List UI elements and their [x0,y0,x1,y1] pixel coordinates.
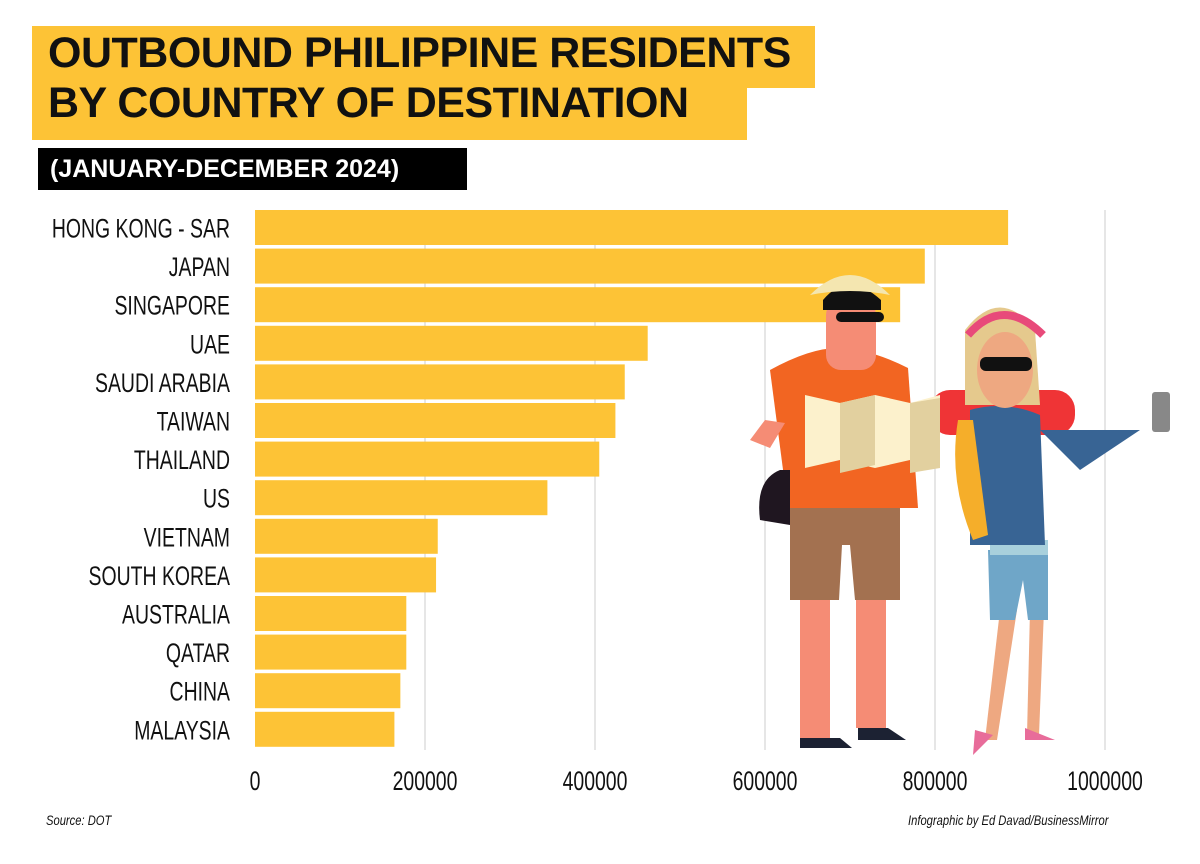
bar [255,210,1009,245]
category-label: THAILAND [134,445,230,475]
bar [255,403,616,438]
category-label: JAPAN [169,252,230,282]
title-background [32,86,747,140]
bar [255,248,925,284]
category-label: UAE [190,329,230,359]
bar [255,634,407,670]
bar [255,673,401,709]
x-tick-label: 0 [250,766,261,796]
bar [255,480,548,516]
bar [255,287,901,323]
bar [255,596,407,631]
category-label: AUSTRALIA [122,599,230,629]
category-label: TAIWAN [157,406,230,436]
credit-note: Infographic by Ed Davad/BusinessMirror [908,812,1109,828]
category-label: CHINA [170,677,231,707]
chart-subtitle: (JANUARY-DECEMBER 2024) [38,148,467,190]
category-label: MALAYSIA [134,715,230,745]
x-tick-label: 400000 [563,766,628,796]
x-tick-label: 800000 [903,766,968,796]
chart-title: OUTBOUND PHILIPPINE RESIDENTS BY COUNTRY… [48,28,791,128]
title-line: BY COUNTRY OF DESTINATION [48,79,689,127]
category-label: SOUTH KOREA [89,561,231,591]
category-label: QATAR [166,638,230,668]
title-line: OUTBOUND PHILIPPINE RESIDENTS [48,29,791,77]
bar [255,557,437,593]
title-background [32,26,815,88]
female-tourist-illustration [955,307,1170,755]
category-label: SINGAPORE [114,291,230,321]
x-tick-label: 600000 [733,766,798,796]
category-label: HONG KONG - SAR [52,213,230,243]
category-label: VIETNAM [144,522,230,552]
bar [255,441,600,477]
x-tick-label: 1000000 [1067,766,1143,796]
source-note: Source: DOT [46,812,112,828]
x-tick-label: 200000 [393,766,458,796]
tourists-illustration [750,275,1170,755]
bar [255,711,395,747]
bar [255,325,648,361]
category-label: US [203,484,230,514]
category-label: SAUDI ARABIA [95,368,230,398]
bar [255,364,625,400]
bar [255,518,438,554]
